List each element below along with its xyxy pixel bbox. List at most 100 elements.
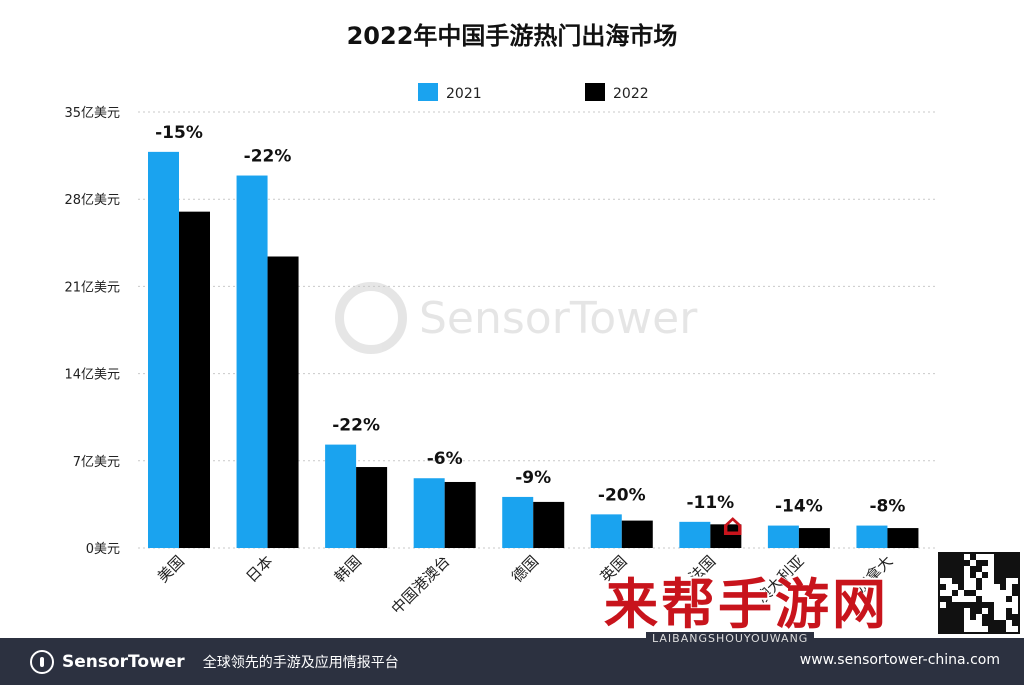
qr-module <box>964 590 970 596</box>
category-label: 日本 <box>242 552 276 586</box>
bar-2022 <box>444 481 476 548</box>
qr-module <box>958 578 964 584</box>
change-label: -22% <box>244 147 292 167</box>
qr-module <box>1012 560 1018 566</box>
qr-module <box>994 560 1000 566</box>
qr-module <box>982 620 988 626</box>
qr-module <box>940 608 946 614</box>
qr-module <box>958 602 964 608</box>
category-label: 美国 <box>154 552 188 586</box>
bar-2022 <box>798 528 830 548</box>
qr-module <box>940 596 946 602</box>
qr-module <box>970 566 976 572</box>
qr-module <box>952 560 958 566</box>
watermark-logo-icon <box>335 282 407 354</box>
qr-module <box>946 608 952 614</box>
change-label: -6% <box>427 449 463 469</box>
legend: 2021 2022 <box>418 83 649 102</box>
qr-module <box>988 626 994 632</box>
qr-module <box>970 554 976 560</box>
qr-module <box>994 620 1000 626</box>
bar-chart: 0美元 7亿美元 14亿美元 21亿美元 28亿美元 35亿美元 2021 2022 -15… <box>64 83 935 618</box>
qr-module <box>988 602 994 608</box>
qr-module <box>1006 608 1012 614</box>
qr-module <box>976 560 982 566</box>
bar-2021 <box>236 175 268 548</box>
qr-module <box>1012 590 1018 596</box>
qr-module <box>976 578 982 584</box>
y-axis-ticks: 0美元 7亿美元 14亿美元 21亿美元 28亿美元 35亿美元 <box>64 106 120 557</box>
bar-2021 <box>502 496 534 548</box>
qr-module <box>940 572 946 578</box>
qr-module <box>1000 626 1006 632</box>
qr-module <box>946 626 952 632</box>
qr-module <box>964 602 970 608</box>
qr-module <box>970 602 976 608</box>
qr-module <box>958 572 964 578</box>
qr-module <box>940 620 946 626</box>
qr-module <box>1012 614 1018 620</box>
qr-module <box>1006 566 1012 572</box>
qr-module <box>940 566 946 572</box>
footer-bar: SensorTower 全球领先的手游及应用情报平台 www.sensortow… <box>0 638 1024 685</box>
watermark: SensorTower <box>335 282 697 354</box>
qr-module <box>1000 584 1006 590</box>
qr-module <box>976 566 982 572</box>
qr-module <box>940 584 946 590</box>
qr-module <box>970 572 976 578</box>
qr-module <box>988 614 994 620</box>
qr-module <box>958 566 964 572</box>
qr-module <box>952 590 958 596</box>
footer-logo-text: SensorTower <box>62 651 185 672</box>
qr-module <box>946 614 952 620</box>
qr-module <box>946 602 952 608</box>
qr-module <box>1000 560 1006 566</box>
qr-module <box>982 602 988 608</box>
qr-module <box>952 572 958 578</box>
qr-module <box>994 626 1000 632</box>
legend-label: 2022 <box>613 86 649 102</box>
qr-module <box>970 614 976 620</box>
qr-module <box>994 566 1000 572</box>
qr-module <box>946 566 952 572</box>
y-tick-label: 21亿美元 <box>64 280 120 295</box>
qr-module <box>952 566 958 572</box>
qr-module <box>964 560 970 566</box>
qr-module <box>946 572 952 578</box>
bars <box>148 151 919 548</box>
category-label: 韩国 <box>331 552 365 586</box>
qr-module <box>1006 596 1012 602</box>
y-tick-label: 28亿美元 <box>64 193 120 208</box>
qr-module <box>1012 566 1018 572</box>
qr-module <box>1000 572 1006 578</box>
footer-url[interactable]: www.sensortower-china.com <box>799 652 1000 668</box>
qr-module <box>940 554 946 560</box>
change-label: -14% <box>775 497 823 517</box>
bar-2022 <box>621 520 653 548</box>
bar-2021 <box>325 444 357 548</box>
overlay-hat-icon: ⌂ <box>722 508 744 543</box>
qr-module <box>1012 572 1018 578</box>
bar-2021 <box>679 521 711 548</box>
bar-2021 <box>856 525 888 548</box>
qr-module <box>976 584 982 590</box>
qr-module <box>1000 578 1006 584</box>
change-label: -11% <box>686 493 734 513</box>
footer-slogan: 全球领先的手游及应用情报平台 <box>202 654 399 671</box>
overlay-subtitle: LAIBANGSHOUYOUWANG <box>646 632 815 645</box>
qr-module <box>940 614 946 620</box>
qr-module <box>982 560 988 566</box>
qr-module <box>958 608 964 614</box>
qr-module <box>940 626 946 632</box>
legend-swatch <box>418 83 438 101</box>
qr-module <box>958 614 964 620</box>
bar-2021 <box>413 478 445 548</box>
bar-2021 <box>590 514 622 548</box>
qr-module <box>976 608 982 614</box>
footer-logo[interactable]: SensorTower <box>30 649 185 674</box>
qr-module <box>1000 554 1006 560</box>
qr-module <box>976 596 982 602</box>
chart-title: 2022年中国手游热门出海市场 <box>346 22 678 50</box>
bar-2022 <box>356 467 388 548</box>
change-label: -22% <box>332 416 380 436</box>
